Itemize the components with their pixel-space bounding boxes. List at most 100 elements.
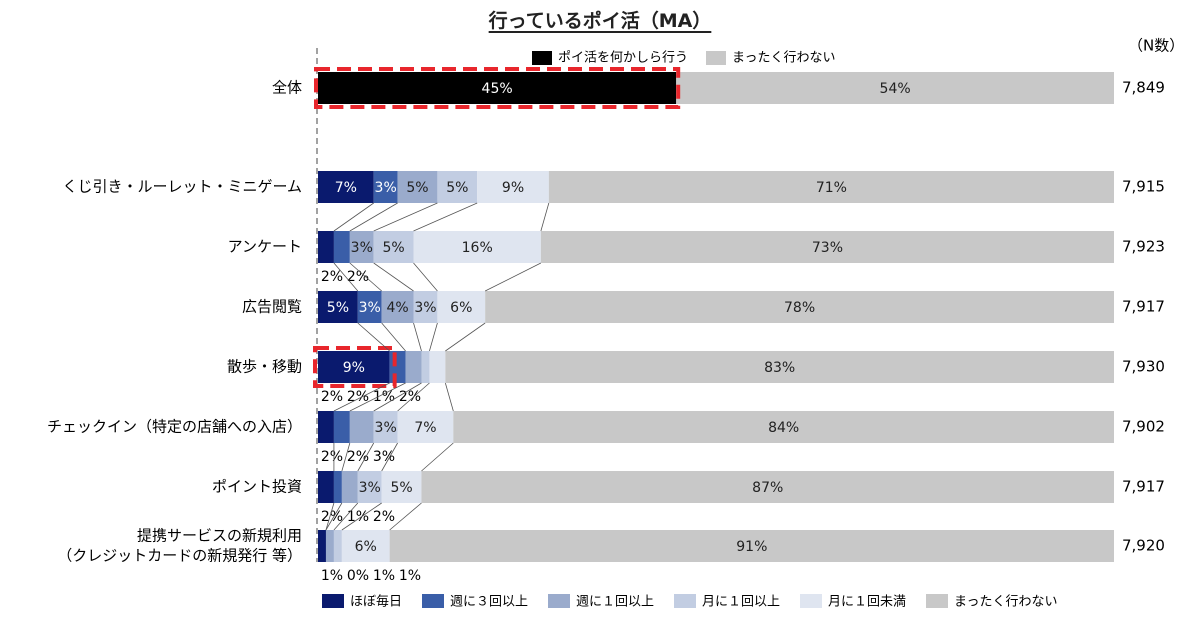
bar-value-label: 84% xyxy=(768,420,799,436)
bar-segment xyxy=(413,231,541,263)
legend-swatch xyxy=(422,594,444,608)
connector-line xyxy=(333,502,359,531)
bar-segment xyxy=(405,351,422,383)
bar-value-label-below: 1% xyxy=(373,389,395,405)
bar-segment xyxy=(318,411,334,443)
category-label: 広告閲覧 xyxy=(242,298,302,316)
bar-value-label-below: 2% xyxy=(321,389,343,405)
bar-value-label-below: 0% xyxy=(347,568,369,584)
bar-value-label-below: 1% xyxy=(321,568,343,584)
bar-value-label: 3% xyxy=(351,240,373,256)
n-value: 7,930 xyxy=(1122,358,1165,376)
bar-value-label-below: 3% xyxy=(373,449,395,465)
connector-line xyxy=(429,322,438,352)
overall-bar-segment xyxy=(318,72,677,104)
bar-segment xyxy=(381,471,422,503)
overall-value-label: 54% xyxy=(880,81,911,97)
connector-line xyxy=(444,382,454,412)
bar-value-label-below: 2% xyxy=(321,269,343,285)
bar-value-label-below: 2% xyxy=(399,389,421,405)
bar-segment xyxy=(540,231,1114,263)
connector-line xyxy=(421,442,454,472)
bar-value-label: 5% xyxy=(446,180,468,196)
legend-label: 週に１回以上 xyxy=(576,595,654,610)
bar-segment xyxy=(413,291,438,323)
bar-value-label: 3% xyxy=(359,300,381,316)
bar-value-label: 87% xyxy=(752,480,783,496)
connector-line xyxy=(357,322,390,352)
bar-value-label: 3% xyxy=(359,480,381,496)
bar-segment xyxy=(429,351,446,383)
top-legend-swatch xyxy=(706,51,726,65)
bar-value-label-below: 1% xyxy=(373,568,395,584)
bar-value-label: 6% xyxy=(450,300,472,316)
bar-segment xyxy=(373,231,414,263)
n-value: 7,917 xyxy=(1122,298,1165,316)
legend-swatch xyxy=(926,594,948,608)
bar-value-label: 3% xyxy=(375,420,397,436)
bar-value-label: 7% xyxy=(335,180,357,196)
bar-value-label: 3% xyxy=(375,180,397,196)
connector-line xyxy=(540,202,550,232)
overall-bar-segment xyxy=(676,72,1114,104)
highlight-box xyxy=(313,346,397,388)
connector-line xyxy=(381,322,406,352)
highlight-box xyxy=(314,67,681,109)
connector-line xyxy=(325,502,343,531)
legend-label: 月に１回以上 xyxy=(702,595,780,610)
legend-swatch xyxy=(548,594,570,608)
bar-value-label: 5% xyxy=(406,180,428,196)
bar-value-label-below: 1% xyxy=(347,509,369,525)
bar-value-label-below: 1% xyxy=(399,568,421,584)
category-label: アンケート xyxy=(228,238,302,256)
connector-line xyxy=(341,502,382,531)
bar-value-label: 7% xyxy=(414,420,436,436)
bar-segment xyxy=(318,231,334,263)
connector-line xyxy=(397,382,430,412)
bar-value-label: 6% xyxy=(355,539,377,555)
bar-segment xyxy=(333,231,350,263)
bar-value-label: 16% xyxy=(462,240,493,256)
bar-segment xyxy=(397,411,454,443)
bar-segment xyxy=(373,411,398,443)
bar-value-label: 9% xyxy=(343,360,365,376)
connector-line xyxy=(373,202,438,232)
connector-line xyxy=(484,262,542,292)
top-legend-label: ポイ活を何かしら行う xyxy=(558,50,688,66)
connector-line xyxy=(381,442,398,472)
bar-segment xyxy=(341,471,358,503)
bar-segment xyxy=(318,471,334,503)
bar-value-label-below: 2% xyxy=(347,389,369,405)
connector-line xyxy=(373,262,414,292)
connector-line xyxy=(333,202,374,232)
bar-segment xyxy=(437,291,486,323)
bar-value-label: 78% xyxy=(784,300,815,316)
connector-line xyxy=(333,262,359,292)
legend-label: 月に１回未満 xyxy=(828,595,906,610)
bar-segment xyxy=(318,351,390,383)
legend-label: まったく行わない xyxy=(954,595,1057,610)
connector-line xyxy=(333,382,390,412)
bar-segment xyxy=(548,171,1114,203)
bar-segment xyxy=(397,171,438,203)
category-label: ポイント投資 xyxy=(212,478,302,496)
bar-segment xyxy=(318,291,358,323)
connector-line xyxy=(413,322,422,352)
bar-value-label: 9% xyxy=(502,180,524,196)
category-label: くじ引き・ルーレット・ミニゲーム xyxy=(62,178,302,196)
connector-line xyxy=(349,262,382,292)
bar-segment xyxy=(357,471,382,503)
bar-segment xyxy=(357,291,382,323)
top-legend-swatch xyxy=(532,51,552,65)
bar-value-label: 71% xyxy=(816,180,847,196)
n-value: 7,849 xyxy=(1122,79,1165,97)
connector-line xyxy=(413,262,438,292)
bar-value-label: 5% xyxy=(383,240,405,256)
connector-line xyxy=(389,502,422,531)
bar-segment xyxy=(389,530,1114,562)
bar-value-label-below: 2% xyxy=(321,509,343,525)
chart-title: 行っているポイ活（MA） xyxy=(0,6,1200,33)
category-label: （クレジットカードの新規発行 等） xyxy=(57,547,302,565)
legend-swatch xyxy=(674,594,696,608)
